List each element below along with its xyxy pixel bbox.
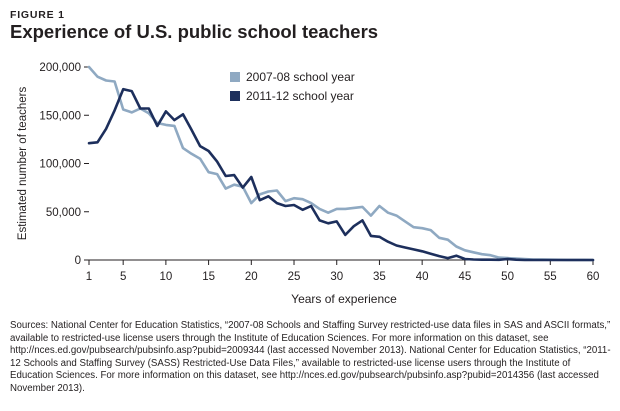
sources-note: Sources: National Center for Education S… [10, 320, 611, 394]
series-lines [87, 65, 595, 262]
x-tick-label: 45 [458, 271, 471, 283]
x-axis: 1 5 10 15 20 25 30 35 40 45 50 55 60 [86, 259, 600, 283]
y-tick-label: 100,000 [39, 159, 81, 171]
y-tick-label: 200,000 [39, 62, 81, 74]
x-tick-label: 40 [416, 271, 429, 283]
x-tick-label: 30 [330, 271, 343, 283]
x-tick-label: 55 [544, 271, 557, 283]
y-tick-label: 0 [75, 255, 81, 267]
line-chart: 0 50,000 100,000 150,000 200,000 1 5 10 15 20 25 3… [0, 50, 620, 312]
y-axis-label: Estimated number of teachers [17, 87, 29, 241]
y-tick-label: 150,000 [39, 110, 81, 122]
legend: 2007-08 school year 2011-12 school year [230, 70, 355, 103]
y-axis: 0 50,000 100,000 150,000 200,000 [39, 62, 89, 267]
x-tick-label: 25 [288, 271, 301, 283]
y-tick-label: 50,000 [46, 207, 81, 219]
x-tick-label: 10 [159, 271, 172, 283]
legend-swatch-2007-08 [230, 72, 240, 82]
x-tick-label: 20 [245, 271, 258, 283]
figure-label: FIGURE 1 [10, 9, 65, 21]
legend-label-2007-08: 2007-08 school year [246, 70, 355, 84]
legend-swatch-2011-12 [230, 91, 240, 101]
x-tick-label: 60 [587, 271, 600, 283]
x-tick-label: 5 [120, 271, 126, 283]
x-axis-label: Years of experience [291, 292, 397, 306]
series-line-2011-12 [87, 87, 595, 262]
legend-label-2011-12: 2011-12 school year [246, 89, 354, 103]
x-tick-label: 35 [373, 271, 386, 283]
x-tick-label: 50 [501, 271, 514, 283]
x-tick-label: 1 [86, 271, 92, 283]
figure-title: Experience of U.S. public school teacher… [10, 21, 379, 42]
x-tick-label: 15 [202, 271, 215, 283]
